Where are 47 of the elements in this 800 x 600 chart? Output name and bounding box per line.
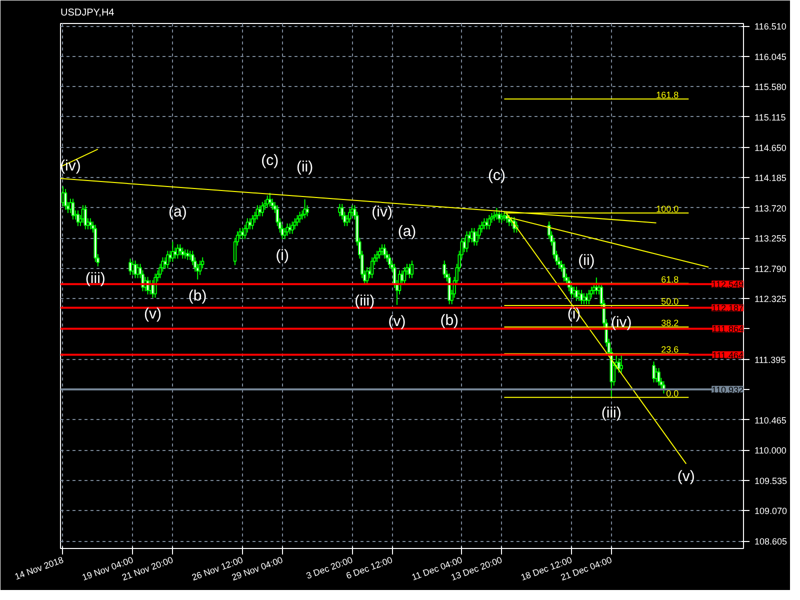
ref-line-label: 110.932 xyxy=(712,384,744,395)
annotation: (v) xyxy=(388,312,406,330)
y-tick-label: 109.070 xyxy=(754,506,788,516)
y-tick-label: 115.580 xyxy=(754,82,786,92)
annotation: (iii) xyxy=(354,292,375,310)
annotation: (iii) xyxy=(85,270,106,287)
annotation: 100.0 xyxy=(656,204,679,214)
y-tick-label: 114.185 xyxy=(754,173,786,184)
chart-title: USDJPY,H4 xyxy=(60,8,115,18)
annotation: (v) xyxy=(677,468,695,485)
annotation: 0.0 xyxy=(666,388,679,398)
y-tick-label: 110.465 xyxy=(754,415,786,426)
y-tick-label: 116.510 xyxy=(754,22,786,32)
annotation: (c) xyxy=(488,166,506,184)
y-tick-label: 108.605 xyxy=(754,536,788,547)
annotation: (iv) xyxy=(372,203,392,220)
y-tick-label: 109.535 xyxy=(754,476,788,486)
annotation: (v) xyxy=(144,306,162,323)
y-tick-label: 110.000 xyxy=(754,446,786,456)
annotation: 61.8 xyxy=(661,274,679,284)
y-tick-label: 113.255 xyxy=(754,234,786,244)
y-tick-label: 112.325 xyxy=(754,294,786,304)
annotation: (c) xyxy=(261,152,279,169)
annotation: (ii) xyxy=(296,158,314,176)
y-tick-label: 116.045 xyxy=(754,52,786,62)
annotation: (i) xyxy=(276,247,290,264)
ref-line-label: 111.464 xyxy=(712,350,744,360)
y-tick-label: 111.395 xyxy=(754,354,786,365)
annotation: 23.6 xyxy=(661,344,679,355)
y-tick-label: 113.720 xyxy=(754,203,786,214)
annotation: 38.2 xyxy=(661,318,679,328)
ref-line-label: 112.549 xyxy=(712,280,744,290)
annotation: (a) xyxy=(168,203,187,220)
annotation: (i) xyxy=(567,306,581,323)
ref-line-label: 112.187 xyxy=(712,303,744,314)
ref-line-label: 111.864 xyxy=(712,324,744,334)
y-tick-label: 112.790 xyxy=(754,264,786,274)
x-tick-label: 14 Nov 2018 xyxy=(13,554,65,582)
annotation: (b) xyxy=(188,287,207,304)
y-tick-label: 115.115 xyxy=(754,112,786,122)
annotation: (iii) xyxy=(601,404,622,422)
annotation: (b) xyxy=(440,312,459,330)
annotation: 161.8 xyxy=(656,90,679,100)
annotation: (a) xyxy=(398,222,416,240)
y-tick-label: 114.650 xyxy=(754,142,786,153)
annotation: 50.0 xyxy=(661,296,679,307)
annotation: (ii) xyxy=(578,252,595,270)
